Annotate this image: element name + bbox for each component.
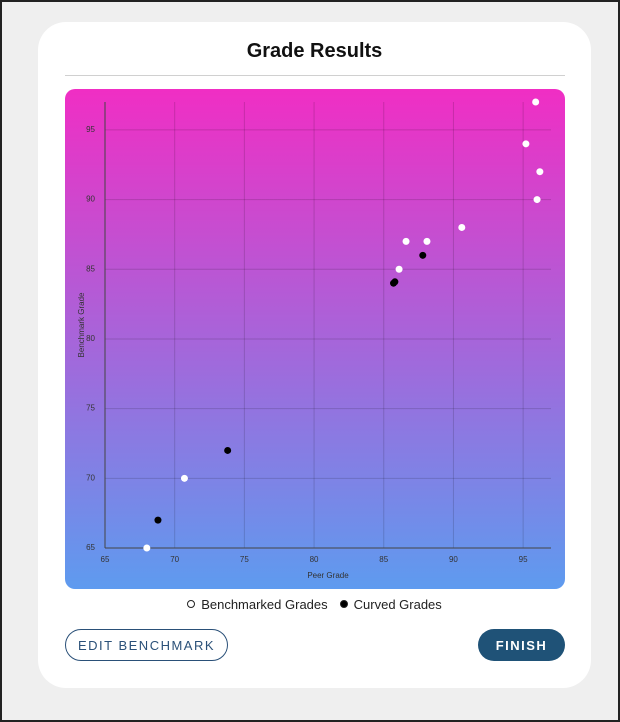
legend: Benchmarked Grades Curved Grades — [38, 596, 591, 612]
y-tick-label: 75 — [86, 404, 95, 413]
legend-item: Curved Grades — [339, 596, 442, 612]
x-tick-label: 70 — [170, 555, 179, 564]
data-point — [402, 237, 410, 245]
x-tick-label: 90 — [449, 555, 458, 564]
y-tick-label: 70 — [86, 473, 95, 482]
data-point — [391, 278, 399, 286]
y-tick-label: 85 — [86, 264, 95, 273]
legend-label: Benchmarked Grades — [201, 596, 328, 612]
divider — [65, 75, 565, 76]
data-point — [395, 265, 403, 273]
y-axis-title: Benchmark Grade — [77, 292, 86, 357]
legend-marker — [339, 600, 348, 608]
plot-area: 65 70 75 80 85 90 95 65 70 75 80 85 90 95 Peer Grade Be… — [65, 89, 565, 589]
data-point — [154, 516, 162, 524]
data-point — [143, 544, 151, 552]
x-tick-label: 85 — [379, 555, 388, 564]
data-point — [180, 474, 188, 482]
data-point — [419, 251, 427, 259]
legend-marker — [187, 600, 196, 608]
x-tick-label: 75 — [240, 555, 249, 564]
legend-label: Curved Grades — [353, 596, 442, 612]
x-tick-label: 95 — [519, 555, 528, 564]
card: Grade Results 65 70 75 80 85 90 95 65 70 75 80 85 90… — [38, 22, 591, 688]
y-tick-label: 65 — [86, 543, 95, 552]
legend-item: Benchmarked Grades — [187, 596, 328, 612]
chart: 65 70 75 80 85 90 95 65 70 75 80 85 90 95 Peer Grade Be… — [77, 98, 551, 580]
data-point — [522, 140, 530, 148]
data-point — [423, 237, 431, 245]
y-tick-label: 80 — [86, 334, 95, 343]
edit-button[interactable]: EDIT BENCHMARK — [65, 629, 228, 661]
data-point — [224, 446, 232, 454]
finish-button[interactable]: FINISH — [478, 629, 565, 661]
data-point — [458, 223, 466, 231]
y-tick-label: 95 — [86, 125, 95, 134]
data-point — [532, 98, 540, 106]
x-tick-label: 80 — [310, 555, 319, 564]
x-tick-label: 65 — [101, 555, 110, 564]
data-point — [533, 196, 541, 204]
title: Grade Results — [246, 40, 383, 62]
y-tick-label: 90 — [86, 195, 95, 204]
x-axis-title: Peer Grade — [307, 571, 349, 580]
data-point — [536, 168, 544, 176]
